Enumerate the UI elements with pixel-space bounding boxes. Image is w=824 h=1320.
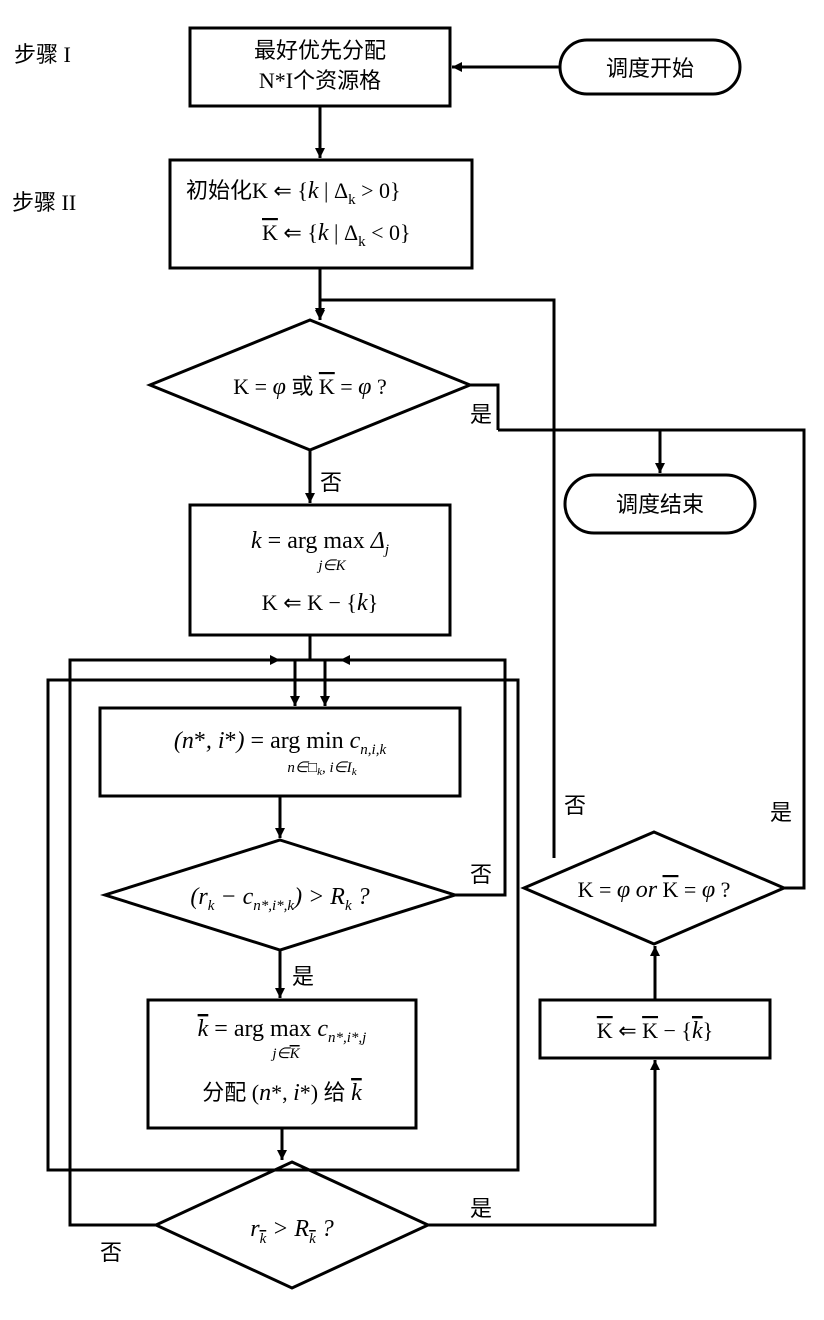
dec3-text: rk > Rk ? (250, 1216, 334, 1247)
dec4-yes-label: 是 (770, 800, 792, 825)
box3-line1: k = arg max Δj (251, 528, 389, 558)
box3-line1-sub: j∈K (316, 558, 346, 574)
box3-line2: K ⇐ K − {k} (262, 590, 378, 616)
dec2-no-label: 否 (470, 862, 492, 887)
dec3-no-label: 否 (100, 1240, 122, 1265)
box6-text: K ⇐ K − {k} (597, 1018, 713, 1044)
box4-line1: (n*, i*) = arg min cn,i,k (174, 728, 387, 758)
edge-dec3-no-up (70, 700, 156, 1225)
step2-label: 步骤 II (12, 190, 76, 215)
box1-line1: 最好优先分配 (254, 38, 386, 63)
step1-label: 步骤 I (14, 42, 71, 67)
end-text: 调度结束 (616, 492, 704, 517)
dec4-text: K = φ or K = φ ? (578, 877, 731, 903)
dec1-no-label: 否 (320, 470, 342, 495)
box5-line2: 分配 (n*, i*) 给 k (202, 1080, 362, 1106)
dec4-no-label: 否 (564, 793, 586, 818)
box5-line1-sub: j∈K (270, 1046, 300, 1062)
edge-dec2-no-merge (340, 660, 505, 680)
node-box2 (170, 160, 472, 268)
box1-line2: N*I个资源格 (259, 68, 381, 93)
dec2-text: (rk − cn*,i*,k) > Rk ? (190, 884, 369, 914)
box4-line1-sub: n∈□k, i∈Ik (287, 760, 357, 778)
dec2-yes-label: 是 (292, 964, 314, 989)
start-text: 调度开始 (606, 56, 694, 81)
box5-line1: k = arg max cn*,i*,j (198, 1016, 367, 1046)
node-dec2 (105, 840, 455, 950)
dec3-yes-label: 是 (470, 1196, 492, 1221)
dec1-yes-label: 是 (470, 402, 492, 427)
dec1-text: K = φ 或 K = φ ? (233, 374, 386, 400)
box2-line2: K ⇐ {k | Δk < 0} (262, 220, 411, 250)
edge-dec3-yes (428, 1060, 655, 1225)
box2-line1: 初始化K ⇐ {k | Δk > 0} (186, 178, 401, 208)
flowchart: 步骤 I 步骤 II 调度开始 最好优先分配 N*I个资源格 初始化K ⇐ {k… (0, 0, 824, 1320)
